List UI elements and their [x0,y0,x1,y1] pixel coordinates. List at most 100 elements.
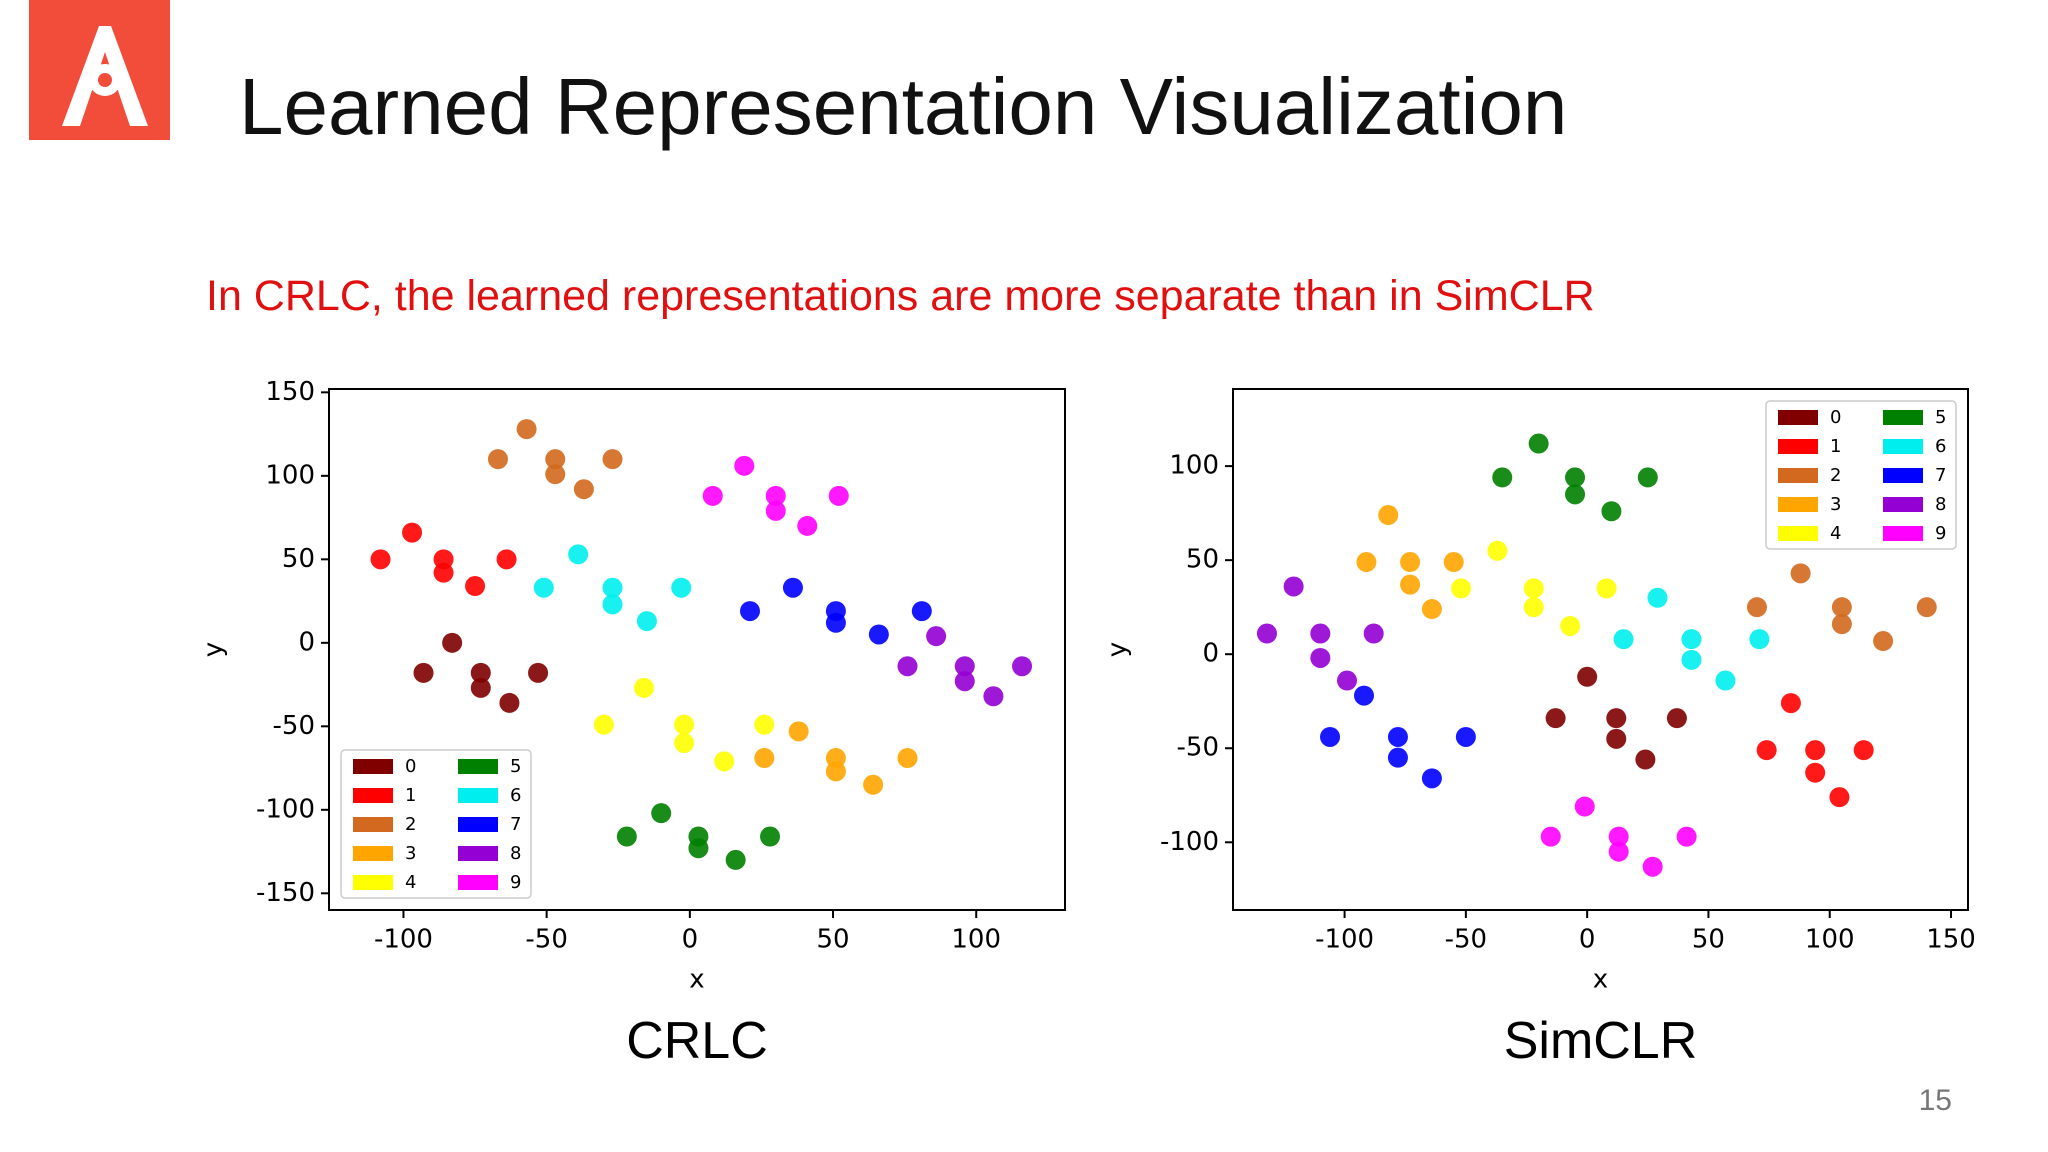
point [1756,740,1777,761]
point [470,677,491,698]
point [714,751,735,772]
legend-swatch [458,846,498,861]
point [825,612,846,633]
point [702,485,723,506]
x-tick-label: -100 [374,925,433,955]
legend-label: 7 [510,814,521,835]
legend-swatch [458,817,498,832]
legend-label: 2 [1830,465,1841,486]
legend-swatch [1883,410,1923,425]
point [573,479,594,500]
point [1387,726,1408,747]
point [616,826,637,847]
point [739,601,760,622]
point [1608,826,1629,847]
y-tick-label: 100 [1169,451,1219,481]
point [688,838,709,859]
legend-label: 7 [1935,465,1946,486]
legend-label: 0 [1830,407,1841,428]
point [1283,576,1304,597]
legend-swatch [1883,439,1923,454]
point [1577,666,1598,687]
x-tick-label: 50 [816,925,849,955]
point [651,803,672,824]
y-tick-label: 150 [265,377,315,407]
point [1831,597,1852,618]
legend-label: 3 [405,843,416,864]
point [983,686,1004,707]
point [754,714,775,735]
point [674,733,695,754]
point [1487,540,1508,561]
point [1635,749,1656,770]
legend-swatch [458,788,498,803]
x-tick-label: 100 [951,925,1001,955]
point [1780,693,1801,714]
legend-swatch [1778,526,1818,541]
x-tick-label: -50 [525,925,567,955]
y-tick-label: -150 [256,878,315,908]
point [1492,467,1513,488]
legend-swatch [353,817,393,832]
point [1353,685,1374,706]
point [1608,841,1629,862]
point [1637,467,1658,488]
point [413,662,434,683]
x-tick-label: 0 [1579,925,1596,955]
legend: 0 1 2 3 4 5 6 7 8 9 [340,749,532,899]
legend-label: 1 [1830,436,1841,457]
point [954,671,975,692]
legend-label: 8 [1935,494,1946,515]
point [1574,796,1595,817]
legend-label: 0 [405,756,416,777]
point [788,721,809,742]
legend-swatch [1883,468,1923,483]
legend-swatch [1778,439,1818,454]
x-axis-label: x [689,965,704,995]
legend-label: 8 [510,843,521,864]
point [1647,587,1668,608]
point [734,455,755,476]
legend-swatch [458,875,498,890]
point [765,485,786,506]
legend-swatch [353,759,393,774]
y-tick-label: 0 [1202,639,1219,669]
point [1749,629,1770,650]
point [1523,578,1544,599]
legend-label: 4 [405,872,416,893]
point [402,522,423,543]
legend-label: 6 [510,785,521,806]
point [1451,578,1472,599]
legend-swatch [353,846,393,861]
point [1565,467,1586,488]
point [1363,623,1384,644]
point [442,632,463,653]
y-tick-label: 50 [1186,545,1219,575]
point [1676,826,1697,847]
point [1012,656,1033,677]
legend-swatch [1883,526,1923,541]
x-tick-label: 0 [682,925,699,955]
legend-swatch [1883,497,1923,512]
point [1873,631,1894,652]
point [545,464,566,485]
point [954,656,975,677]
legend-label: 2 [405,814,416,835]
point [1746,597,1767,618]
y-tick-label: -50 [1177,733,1219,763]
point [1601,501,1622,522]
point [1805,762,1826,783]
legend-swatch [458,759,498,774]
legend-label: 5 [1935,407,1946,428]
point [1443,552,1464,573]
point [1540,826,1561,847]
point [1560,615,1581,636]
point [602,594,623,615]
point [545,449,566,470]
point [1320,726,1341,747]
point [1790,563,1811,584]
point [1310,647,1331,668]
y-tick-label: -100 [1160,827,1219,857]
chart-caption: CRLC [626,1012,768,1070]
y-tick-label: -100 [256,794,315,824]
